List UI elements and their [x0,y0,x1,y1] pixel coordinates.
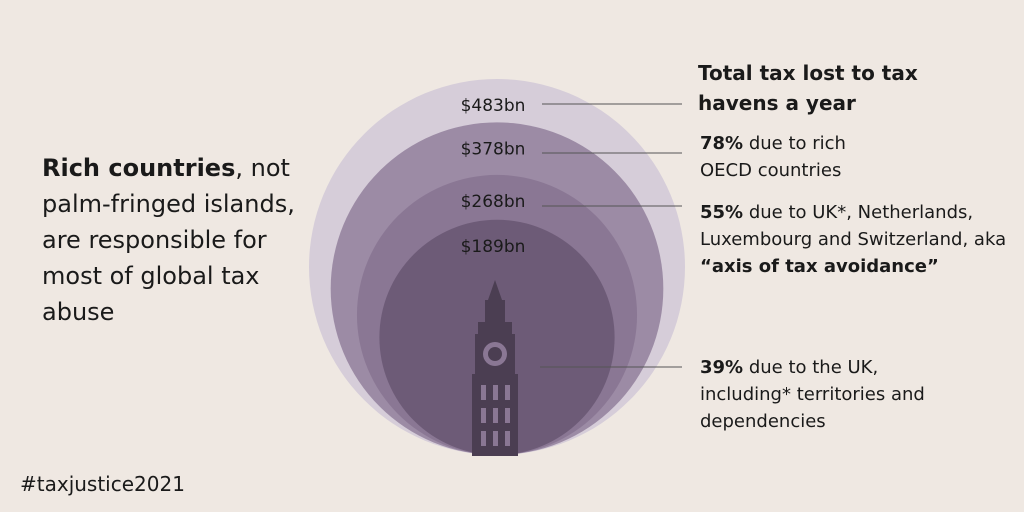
text-run: 39% [700,357,744,378]
text-run: 55% [700,202,744,223]
hashtag: #taxjustice2021 [20,472,185,496]
headline: Rich countries, not palm-fringed islands… [42,150,312,330]
text-run: , not palm-fringed islands, are responsi… [42,154,295,326]
value-label: $483bn [461,96,526,116]
text-run: due to UK*, Netherlands, Luxembourg and … [700,202,1007,250]
annotation: 39% due to the UK, including* territorie… [700,354,960,435]
text-run: “axis of tax avoidance” [700,256,939,277]
big-ben [472,280,518,456]
chart-title: Total tax lost to tax havens a year [698,61,918,115]
value-label: $378bn [461,139,526,159]
text-run: due to rich OECD countries [700,133,846,181]
text-run: Rich countries [42,154,236,182]
leader-lines [540,103,682,368]
value-label: $268bn [461,192,526,212]
text-run: due to the UK, including* territories an… [700,357,925,432]
value-label: $189bn [461,237,526,257]
text-run: 78% [700,133,744,154]
annotation: 55% due to UK*, Netherlands, Luxembourg … [700,199,1010,280]
annotation: 78% due to rich OECD countries [700,130,900,184]
